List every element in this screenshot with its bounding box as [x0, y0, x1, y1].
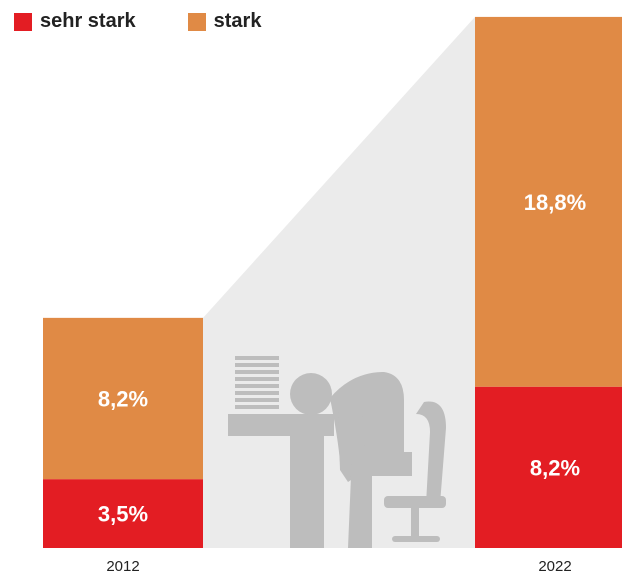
legend-swatch-stark [187, 12, 206, 31]
desk-leg-icon [290, 436, 324, 548]
paper-sheet-icon [235, 370, 279, 374]
paper-sheet-icon [235, 377, 279, 381]
paper-sheet-icon [235, 363, 279, 367]
bar-labels: 3,5% 8,2% 8,2% 18,8% [98, 190, 586, 527]
legend-item-sehr-stark: sehr stark [14, 10, 136, 33]
data-label-2012-stark: 8,2% [98, 387, 148, 412]
data-label-2022-sehr-stark: 8,2% [530, 455, 580, 480]
chair-seat-icon [384, 496, 446, 508]
legend-swatch-sehr-stark [14, 12, 32, 31]
desk-top-icon [228, 414, 334, 436]
x-tick-label-2022: 2022 [538, 558, 571, 575]
chair-back-icon [416, 401, 446, 504]
bar-2022-sehr-stark [475, 386, 622, 548]
chair-base-icon [392, 536, 440, 542]
data-label-2012-sehr-stark: 3,5% [98, 502, 148, 527]
x-axis-labels: 2012 2022 [106, 558, 571, 575]
paper-sheet-icon [235, 384, 279, 388]
bar-2012-stark [43, 317, 203, 480]
exhausted-person-at-desk-icon [228, 356, 446, 548]
paper-sheet-icon [235, 398, 279, 402]
chair-post-icon [411, 508, 419, 538]
paper-sheet-icon [235, 391, 279, 395]
x-tick-label-2012: 2012 [106, 558, 139, 575]
legs-icon [348, 452, 412, 548]
paper-sheet-icon [235, 405, 279, 409]
bar-2012-sehr-stark [43, 479, 203, 548]
legend-label-stark: stark [213, 10, 262, 32]
head-icon [290, 373, 332, 415]
bar-2022-stark [475, 16, 622, 387]
paper-sheet-icon [235, 356, 279, 360]
legend: sehr stark stark [14, 10, 261, 33]
legend-label-sehr-stark: sehr stark [40, 10, 136, 32]
bars [43, 16, 622, 548]
data-label-2022-stark: 18,8% [524, 190, 586, 215]
legend-item-stark: stark [187, 10, 262, 33]
